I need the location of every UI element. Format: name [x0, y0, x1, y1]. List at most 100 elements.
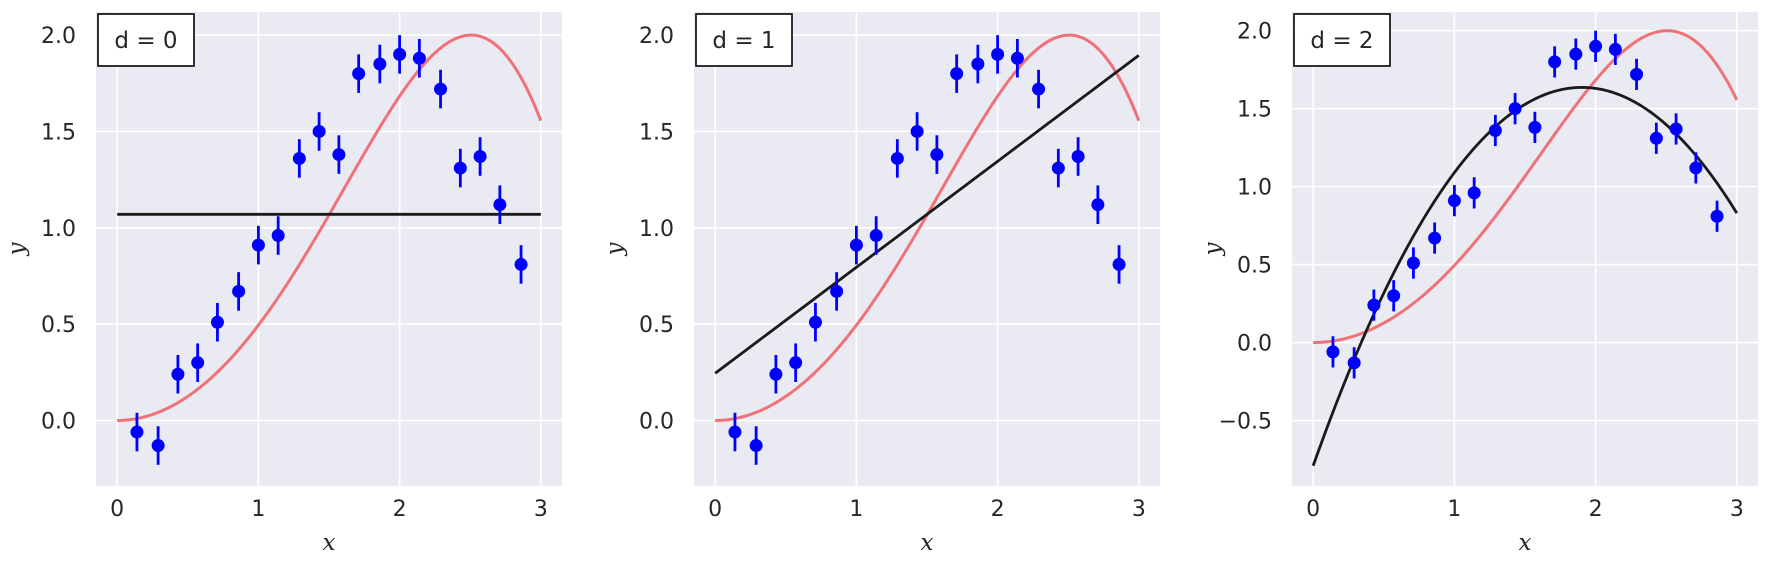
- data-point: [728, 425, 742, 439]
- data-point: [1589, 39, 1603, 53]
- data-point: [1689, 161, 1703, 175]
- data-point: [171, 367, 185, 381]
- data-point: [1406, 256, 1420, 270]
- data-point: [1569, 47, 1583, 61]
- data-point: [434, 82, 448, 96]
- data-point: [890, 151, 904, 165]
- plot-area: [1292, 12, 1758, 486]
- y-tick-label: 0.0: [41, 409, 76, 434]
- data-point: [789, 356, 803, 370]
- data-point: [971, 57, 985, 71]
- data-point: [1428, 231, 1442, 245]
- fit-line: [1311, 86, 1739, 467]
- data-point: [292, 151, 306, 165]
- y-tick-label: 2.0: [639, 24, 674, 49]
- data-point: [473, 150, 487, 164]
- data-point: [251, 238, 265, 252]
- y-tick-label: 2.0: [1237, 20, 1272, 45]
- x-tick-label: 1: [849, 497, 863, 522]
- y-tick-label: 0.5: [639, 313, 674, 338]
- legend-box: [1293, 13, 1391, 67]
- data-point: [1051, 161, 1065, 175]
- plot-content: [1311, 29, 1739, 467]
- data-point: [1347, 356, 1361, 370]
- x-tick-label: 0: [1306, 497, 1320, 522]
- x-axis-label: x: [1519, 530, 1532, 556]
- y-tick-label: 1.5: [1237, 98, 1272, 123]
- data-point: [493, 198, 507, 212]
- plot-area: [694, 12, 1160, 486]
- y-tick-label: 1.0: [41, 217, 76, 242]
- data-point: [991, 47, 1005, 61]
- legend-box: [695, 13, 793, 67]
- y-axis-label: y: [4, 242, 30, 257]
- fit-line: [714, 54, 1140, 375]
- data-point: [1649, 131, 1663, 145]
- plot-content: [117, 33, 543, 465]
- y-axis-label: y: [1200, 242, 1226, 257]
- y-tick-label: 1.0: [639, 217, 674, 242]
- data-point: [514, 257, 528, 271]
- x-axis-label: x: [323, 530, 336, 556]
- data-point: [232, 284, 246, 298]
- data-point: [1669, 122, 1683, 136]
- y-tick-label: 0.5: [41, 313, 76, 338]
- data-point: [869, 229, 883, 243]
- data-point: [749, 439, 763, 453]
- data-point: [1508, 102, 1522, 116]
- y-tick-label: 2.0: [41, 24, 76, 49]
- data-point: [210, 315, 224, 329]
- data-point: [1447, 194, 1461, 208]
- data-point: [1630, 67, 1644, 81]
- y-tick-label: 0.0: [639, 409, 674, 434]
- x-tick-label: 0: [708, 497, 722, 522]
- data-point: [1032, 82, 1046, 96]
- x-axis-label: x: [921, 530, 934, 556]
- x-tick-label: 1: [251, 497, 265, 522]
- y-tick-label: 1.5: [41, 120, 76, 145]
- data-point: [1467, 186, 1481, 200]
- data-point: [830, 284, 844, 298]
- data-point: [1710, 209, 1724, 223]
- legend-box: [97, 13, 195, 67]
- x-tick-label: 3: [1132, 497, 1146, 522]
- x-tick-label: 1: [1447, 497, 1461, 522]
- data-point: [312, 124, 326, 138]
- x-tick-label: 3: [534, 497, 548, 522]
- data-point: [1112, 257, 1126, 271]
- data-point: [910, 124, 924, 138]
- data-point: [808, 315, 822, 329]
- data-point: [1488, 124, 1502, 137]
- data-point: [393, 47, 407, 61]
- data-point: [1326, 345, 1340, 359]
- y-axis-label: y: [602, 242, 628, 257]
- y-tick-label: 0.0: [1237, 332, 1272, 357]
- plot-area: [96, 12, 562, 486]
- true-curve: [1313, 29, 1739, 345]
- x-tick-label: 0: [110, 497, 124, 522]
- x-tick-label: 2: [991, 497, 1005, 522]
- data-point: [849, 238, 863, 252]
- data-point: [191, 356, 205, 370]
- data-point: [950, 67, 964, 81]
- data-point: [1608, 42, 1622, 56]
- y-tick-label: 0.5: [1237, 254, 1272, 279]
- data-point: [271, 229, 285, 243]
- data-point: [373, 57, 387, 71]
- legend-label: d = 1: [712, 28, 775, 54]
- plot-content: [714, 33, 1141, 465]
- data-point: [332, 148, 346, 162]
- data-point: [1528, 120, 1542, 134]
- data-point: [1387, 289, 1401, 303]
- legend-label: d = 0: [114, 28, 177, 54]
- x-tick-label: 2: [1589, 497, 1603, 522]
- data-point: [1367, 298, 1381, 312]
- y-tick-label: −0.5: [1219, 410, 1272, 435]
- data-point: [769, 367, 783, 381]
- y-tick-label: 1.0: [1237, 176, 1272, 201]
- data-point: [930, 148, 944, 162]
- x-tick-label: 3: [1730, 497, 1744, 522]
- data-point: [1091, 198, 1105, 212]
- data-point: [453, 161, 467, 175]
